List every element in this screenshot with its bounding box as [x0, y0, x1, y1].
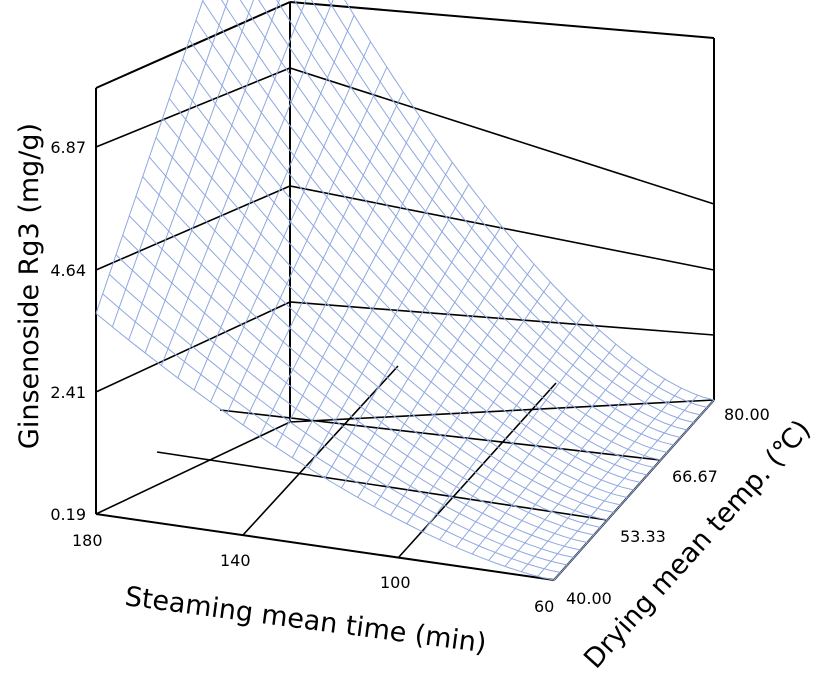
z-tick-label: 0.19	[50, 505, 86, 524]
mesh-line-drying-direction	[95, 0, 204, 314]
mesh-line-steaming-direction	[148, 156, 608, 521]
mesh-line-steaming-direction	[293, 0, 695, 423]
z-tick-label: 6.87	[50, 138, 86, 157]
grid-line-4.64	[95, 185, 715, 271]
mesh-line-steaming-direction	[327, 0, 708, 408]
mesh-line-steaming-direction	[108, 274, 568, 566]
mesh-line-drying-direction	[111, 0, 229, 328]
mesh-line-steaming-direction	[220, 0, 668, 453]
y-tick-label: 53.33	[620, 527, 666, 546]
x-axis-title: Steaming mean time (min)	[123, 581, 488, 659]
mesh-line-steaming-direction	[195, 20, 655, 468]
mesh-line-steaming-direction	[162, 117, 621, 506]
wall-grid	[95, 67, 715, 515]
mesh-line-steaming-direction	[202, 0, 661, 461]
z-axis-title: Ginsenoside Rg3 (mg/g)	[14, 123, 45, 449]
mesh-line-steaming-direction	[239, 0, 675, 446]
y-tick-labels: 40.00 53.33 66.67 80.00	[566, 405, 770, 608]
mesh-line-drying-direction	[160, 0, 307, 366]
mesh-line-steaming-direction	[122, 234, 581, 551]
mesh-line-steaming-direction	[135, 195, 595, 536]
mesh-line-steaming-direction	[142, 176, 601, 528]
mesh-line-steaming-direction	[95, 313, 555, 581]
x-tick-label: 60	[534, 597, 554, 616]
y-tick-label: 40.00	[566, 589, 612, 608]
floor-grid-y-53	[156, 451, 608, 521]
mesh-line-steaming-direction	[344, 0, 715, 401]
mesh-line-steaming-direction	[188, 39, 648, 476]
floor-grid-x-100	[397, 382, 557, 559]
z-tick-labels: 0.19 2.41 4.64 6.87	[50, 138, 86, 524]
x-axis-line	[95, 513, 555, 581]
z-tick-label: 4.64	[50, 261, 86, 280]
back-walls	[95, 1, 715, 514]
mesh-line-steaming-direction	[128, 215, 588, 543]
mesh-line-steaming-direction	[115, 254, 575, 558]
x-tick-labels: 180 140 100 60	[72, 531, 554, 616]
floor	[95, 365, 715, 581]
mesh-line-steaming-direction	[168, 98, 628, 498]
mesh-line-steaming-direction	[276, 0, 688, 431]
grid-line-2.41	[95, 301, 715, 393]
mesh-line-steaming-direction	[175, 78, 635, 491]
mesh-line-steaming-direction	[258, 0, 681, 438]
mesh-line-drying-direction	[144, 0, 281, 354]
back-top-edge	[289, 1, 715, 39]
grid-line-6.87	[95, 67, 715, 205]
x-tick-label: 140	[220, 551, 251, 570]
y-tick-label: 80.00	[724, 405, 770, 424]
x-tick-label: 180	[72, 531, 103, 550]
mesh-line-steaming-direction	[155, 137, 615, 513]
x-tick-label: 100	[380, 573, 411, 592]
mesh-line-steaming-direction	[182, 59, 641, 483]
floor-grid-x-140	[242, 365, 399, 536]
surface-mesh	[95, 0, 715, 581]
mesh-line-steaming-direction	[310, 0, 701, 416]
z-tick-label: 2.41	[50, 383, 86, 402]
y-tick-label: 66.67	[672, 467, 718, 486]
mesh-line-steaming-direction	[102, 293, 561, 573]
